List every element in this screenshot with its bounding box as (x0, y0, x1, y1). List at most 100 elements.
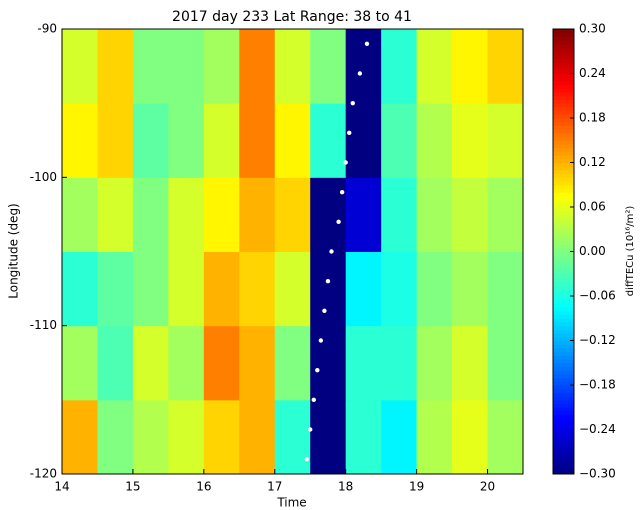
colorbar-step (553, 43, 574, 49)
colorbar-tick-label: 0.00 (579, 244, 606, 258)
colorbar-tick-label: 0.18 (579, 111, 606, 125)
colorbar-step (553, 466, 574, 471)
colorbar-step (553, 129, 574, 134)
colorbar-step (553, 396, 574, 401)
colorbar-step (553, 270, 574, 275)
colorbar-step (553, 262, 574, 267)
colorbar-step (553, 403, 574, 408)
colorbar-step (553, 433, 574, 438)
colorbar-step (553, 407, 574, 412)
colorbar-step (553, 147, 574, 152)
heat-cell (203, 177, 240, 252)
colorbar-step (553, 221, 574, 227)
colorbar-step (553, 258, 574, 264)
colorbar-step (553, 470, 574, 475)
x-tick-label: 19 (409, 480, 424, 494)
colorbar-step (553, 251, 574, 256)
y-tick-label: -120 (30, 467, 57, 481)
colorbar-step (553, 422, 574, 427)
heat-cell (132, 325, 169, 401)
colorbar-step (553, 92, 574, 97)
heat-cell (416, 29, 453, 104)
x-tick-label: 20 (480, 480, 495, 494)
colorbar-step (553, 229, 574, 234)
colorbar-step (553, 177, 574, 182)
colorbar-step (553, 436, 574, 442)
colorbar-step (553, 296, 574, 301)
heat-cell (168, 399, 205, 475)
colorbar-tick-label: −0.06 (579, 289, 616, 303)
path-point (325, 278, 331, 284)
colorbar-step (553, 58, 574, 63)
heat-cell (62, 399, 98, 475)
heat-cell (97, 103, 134, 178)
colorbar-step (553, 29, 574, 34)
heat-cell (239, 251, 276, 327)
colorbar-step (553, 366, 574, 371)
colorbar-step (553, 62, 574, 67)
heat-cell (487, 103, 524, 178)
heat-cell (168, 325, 205, 401)
heat-cell (203, 251, 240, 327)
colorbar-step (553, 110, 574, 115)
colorbar-step (553, 336, 574, 341)
path-point (329, 249, 334, 254)
colorbar-step (553, 359, 574, 364)
heat-cell (274, 103, 311, 178)
path-point (311, 397, 316, 403)
colorbar-step (553, 425, 574, 430)
colorbar-step (553, 370, 574, 375)
heat-cell (381, 399, 418, 475)
path-point (336, 219, 341, 225)
heat-cell (416, 251, 453, 327)
colorbar-step (553, 277, 574, 282)
heat-cell (203, 325, 240, 401)
colorbar-tick-label: 0.06 (579, 200, 606, 214)
path-point (357, 71, 363, 76)
colorbar-step (553, 236, 574, 241)
path-point (308, 427, 313, 432)
heat-cell (416, 325, 453, 401)
colorbar-step (553, 173, 574, 178)
colorbar-step (553, 188, 574, 193)
colorbar-step (553, 195, 574, 201)
heat-cell (97, 325, 134, 401)
colorbar-step (553, 399, 574, 405)
colorbar-step (553, 125, 574, 130)
colorbar-step (553, 210, 574, 215)
colorbar-step (553, 118, 574, 123)
colorbar-step (553, 218, 574, 223)
colorbar-step (553, 36, 574, 41)
heat-cell (97, 251, 134, 327)
colorbar-step (553, 288, 574, 293)
colorbar-step (553, 451, 574, 456)
heat-cell (239, 325, 276, 401)
heat-cell (203, 29, 240, 104)
colorbar-step (553, 181, 574, 186)
heat-cell (381, 325, 418, 401)
colorbar-tick-label: 0.24 (579, 66, 606, 80)
heat-cell (381, 177, 418, 252)
heat-cell (381, 103, 418, 178)
colorbar-step (553, 418, 574, 423)
heat-cell (274, 29, 311, 104)
colorbar-step (553, 292, 574, 297)
heat-cell (132, 103, 169, 178)
heat-cell (132, 251, 169, 327)
colorbar-tick-label: 0.30 (579, 22, 606, 36)
heat-cell (97, 399, 134, 475)
heat-cell (97, 177, 134, 252)
heat-cell (310, 103, 347, 178)
heat-cell (97, 29, 134, 104)
colorbar-step (553, 121, 574, 126)
colorbar-step (553, 410, 574, 416)
heat-cell (416, 177, 453, 252)
path-point (350, 100, 355, 106)
colorbar-step (553, 103, 574, 108)
colorbar-step (553, 344, 574, 349)
colorbar-step (553, 448, 574, 453)
colorbar-step (553, 329, 574, 334)
y-axis-label: Longitude (deg) (7, 203, 21, 298)
heat-cell (168, 103, 205, 178)
